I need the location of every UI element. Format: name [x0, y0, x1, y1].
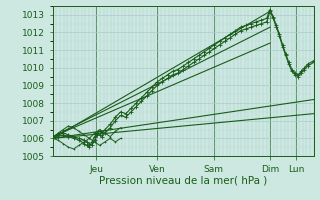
X-axis label: Pression niveau de la mer( hPa ): Pression niveau de la mer( hPa ) — [99, 175, 267, 185]
